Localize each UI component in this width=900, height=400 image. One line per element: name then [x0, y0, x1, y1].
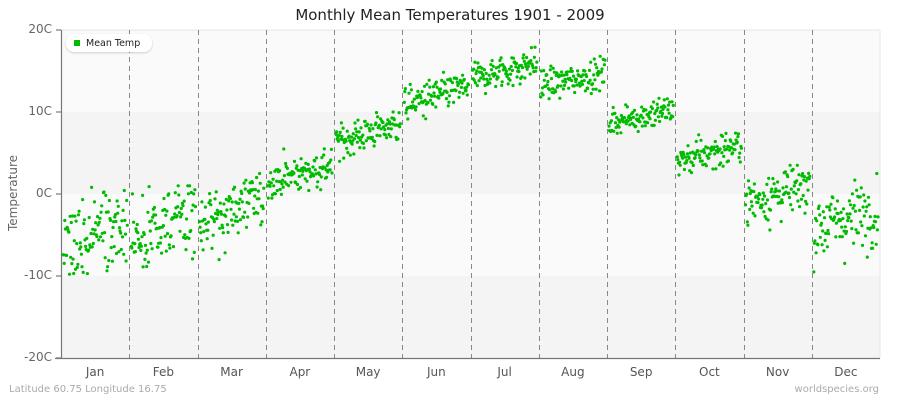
x-tick-label: Jun [427, 365, 446, 379]
legend-label: Mean Temp [86, 37, 141, 49]
y-tick-label: 20C [28, 22, 52, 36]
x-tick-label: Oct [699, 365, 720, 379]
grid-band [61, 30, 880, 112]
x-tick-label: May [355, 365, 381, 379]
chart-title: Monthly Mean Temperatures 1901 - 2009 [295, 6, 605, 24]
x-tick-label: Sep [629, 365, 653, 379]
y-tick-label: 10C [28, 104, 52, 118]
grid-band [61, 194, 880, 276]
x-tick-label: Mar [220, 365, 243, 379]
legend-swatch-icon [74, 40, 80, 46]
source-link[interactable]: worldspecies.org [794, 384, 879, 395]
y-tick-label: -10C [24, 268, 52, 282]
x-tick-label: Feb [152, 365, 174, 379]
x-tick-label: Nov [765, 365, 790, 379]
y-tick-label: 0C [35, 186, 52, 200]
x-tick-label: Dec [834, 365, 858, 379]
x-tick-label: Aug [561, 365, 585, 379]
grid-band [61, 112, 880, 194]
grid-band [61, 276, 880, 358]
x-tick-label: Apr [289, 365, 311, 379]
x-tick-label: Jul [497, 365, 512, 379]
location-caption: Latitude 60.75 Longitude 16.75 [9, 384, 167, 395]
legend: Mean Temp [66, 34, 153, 52]
series-mean-temp [61, 45, 880, 276]
y-tick-label: -20C [24, 350, 52, 364]
x-tick-label: Jan [85, 365, 105, 379]
